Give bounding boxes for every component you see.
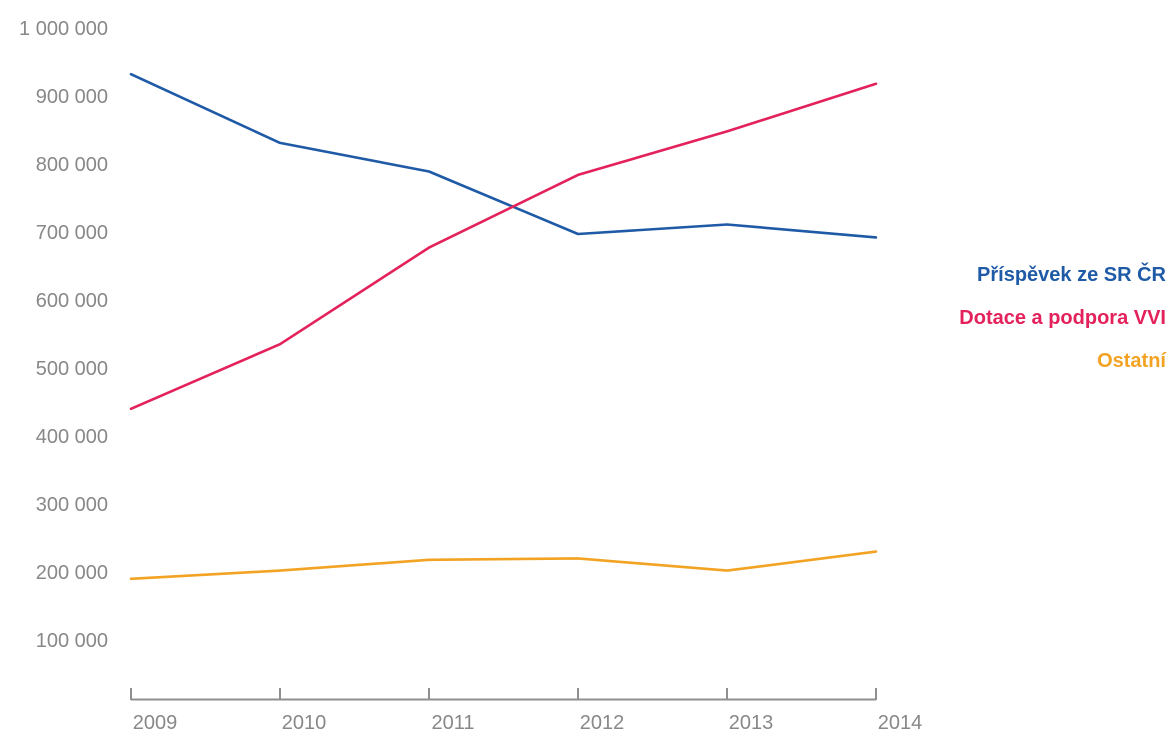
y-tick-label: 500 000 [36, 358, 108, 380]
y-tick-label: 100 000 [36, 630, 108, 652]
x-tick-label: 2013 [729, 712, 774, 734]
y-tick-label: 1 000 000 [19, 18, 108, 40]
x-tick-label: 2010 [282, 712, 327, 734]
x-axis: 2009 2010 2011 2012 2013 2014 [130, 688, 923, 734]
y-tick-label: 300 000 [36, 494, 108, 516]
y-tick-label: 200 000 [36, 562, 108, 584]
legend-entry: Ostatní [1097, 350, 1167, 372]
series-line-0 [129, 72, 878, 239]
legend: Příspěvek ze SR ČR Dotace a podpora VVI Os… [959, 262, 1167, 372]
x-tick-label: 2009 [133, 712, 178, 734]
series-line-2 [129, 550, 878, 581]
series-lines [129, 72, 878, 581]
legend-entry: Dotace a podpora VVI [959, 307, 1166, 329]
x-tick-label: 2014 [878, 712, 923, 734]
y-tick-label: 900 000 [36, 86, 108, 108]
x-tick-label: 2011 [431, 712, 474, 734]
y-axis: 1 000 000 900 000 800 000 700 000 600 000 500… [19, 18, 108, 652]
legend-entry: Příspěvek ze SR ČR [977, 262, 1167, 286]
y-tick-label: 600 000 [36, 290, 108, 312]
y-tick-label: 400 000 [36, 426, 108, 448]
y-tick-label: 700 000 [36, 222, 108, 244]
series-line-1 [129, 82, 878, 411]
x-tick-label: 2012 [580, 712, 625, 734]
y-tick-label: 800 000 [36, 154, 108, 176]
